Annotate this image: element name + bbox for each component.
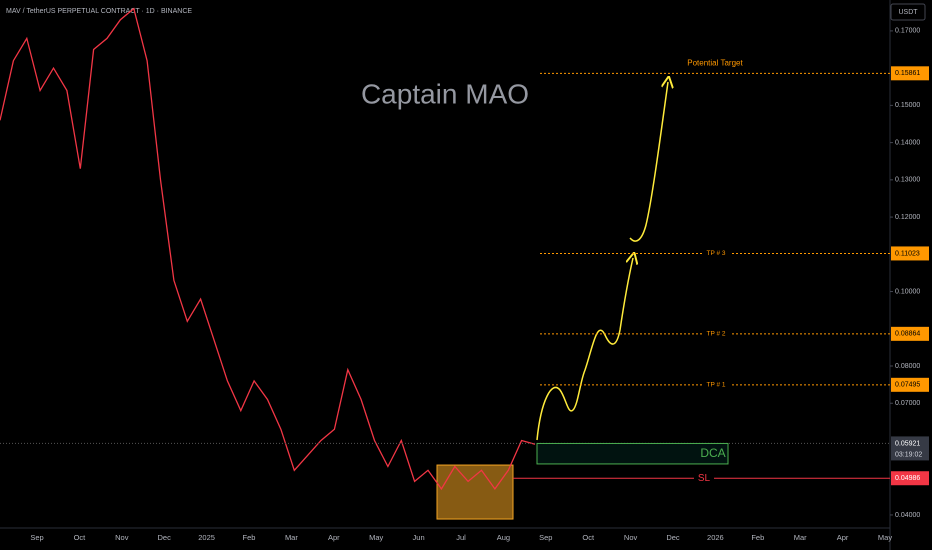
- x-tick-label: Mar: [285, 533, 298, 542]
- price-line: [0, 7, 536, 491]
- x-tick-label: Feb: [751, 533, 764, 542]
- level-price-box: [891, 66, 929, 81]
- y-tick-label: 0.10000: [895, 288, 920, 295]
- x-tick-label: Oct: [582, 533, 595, 542]
- y-tick-label: 0.15000: [895, 102, 920, 109]
- x-tick-label: Jul: [456, 533, 466, 542]
- watermark: Captain MAO: [361, 78, 529, 109]
- x-tick-label: Apr: [328, 533, 340, 542]
- sl-price: 0.04986: [895, 475, 920, 482]
- level-price: 0.08864: [895, 331, 920, 338]
- x-tick-label: Oct: [74, 533, 87, 542]
- level-price: 0.11023: [895, 250, 920, 257]
- last-price-box: [891, 436, 929, 461]
- currency: USDT: [898, 9, 918, 16]
- dca-zone: [536, 442, 729, 465]
- level-price-box: [891, 326, 929, 341]
- x-tick-label: May: [369, 533, 383, 542]
- x-tick-label: Sep: [539, 533, 552, 542]
- x-tick-label: Nov: [115, 533, 129, 542]
- currency-box: [890, 3, 926, 21]
- level-price: 0.07495: [895, 382, 920, 389]
- x-tick-label: Mar: [794, 533, 807, 542]
- projection-arrow: [536, 258, 633, 441]
- level-label-bg: [702, 248, 730, 259]
- chart-title: MAV / TetherUS PERPETUAL CONTRACT · 1D ·…: [6, 8, 192, 15]
- sl-price-box: [891, 471, 929, 486]
- x-tick-label: Nov: [624, 533, 638, 542]
- y-tick-label: 0.12000: [895, 214, 920, 221]
- level-label: TP # 3: [706, 250, 725, 257]
- x-tick-label: 2026: [707, 533, 724, 542]
- y-tick-label: 0.07000: [895, 400, 920, 407]
- countdown: 03:19:02: [895, 451, 922, 458]
- x-tick-label: Sep: [30, 533, 43, 542]
- projection-arrow: [629, 82, 668, 242]
- level-label-bg: [702, 379, 730, 390]
- y-tick-label: 0.04000: [895, 512, 920, 519]
- x-tick-label: Dec: [158, 533, 172, 542]
- y-tick-label: 0.14000: [895, 139, 920, 146]
- level-price: 0.15861: [895, 70, 920, 77]
- y-tick-label: 0.13000: [895, 177, 920, 184]
- last-price: 0.05921: [895, 440, 920, 447]
- x-tick-label: Dec: [666, 533, 680, 542]
- x-tick-label: 2025: [198, 533, 215, 542]
- x-tick-label: Aug: [497, 533, 510, 542]
- level-price-box: [891, 377, 929, 392]
- y-tick-label: 0.17000: [895, 28, 920, 35]
- entry-zone: [436, 464, 514, 520]
- level-label: TP # 2: [706, 331, 725, 338]
- level-price-box: [891, 246, 929, 261]
- x-tick-label: Jun: [413, 533, 425, 542]
- x-tick-label: Apr: [837, 533, 849, 542]
- x-tick-label: Feb: [243, 533, 256, 542]
- sl-label-bg: [694, 472, 714, 485]
- level-label: TP # 1: [706, 382, 725, 389]
- level-label: Potential Target: [687, 58, 743, 67]
- sl-label: SL: [698, 473, 711, 484]
- x-tick-label: May: [878, 533, 892, 542]
- y-tick-label: 0.08000: [895, 363, 920, 370]
- dca-label: DCA: [700, 446, 725, 460]
- level-label-bg: [702, 328, 730, 339]
